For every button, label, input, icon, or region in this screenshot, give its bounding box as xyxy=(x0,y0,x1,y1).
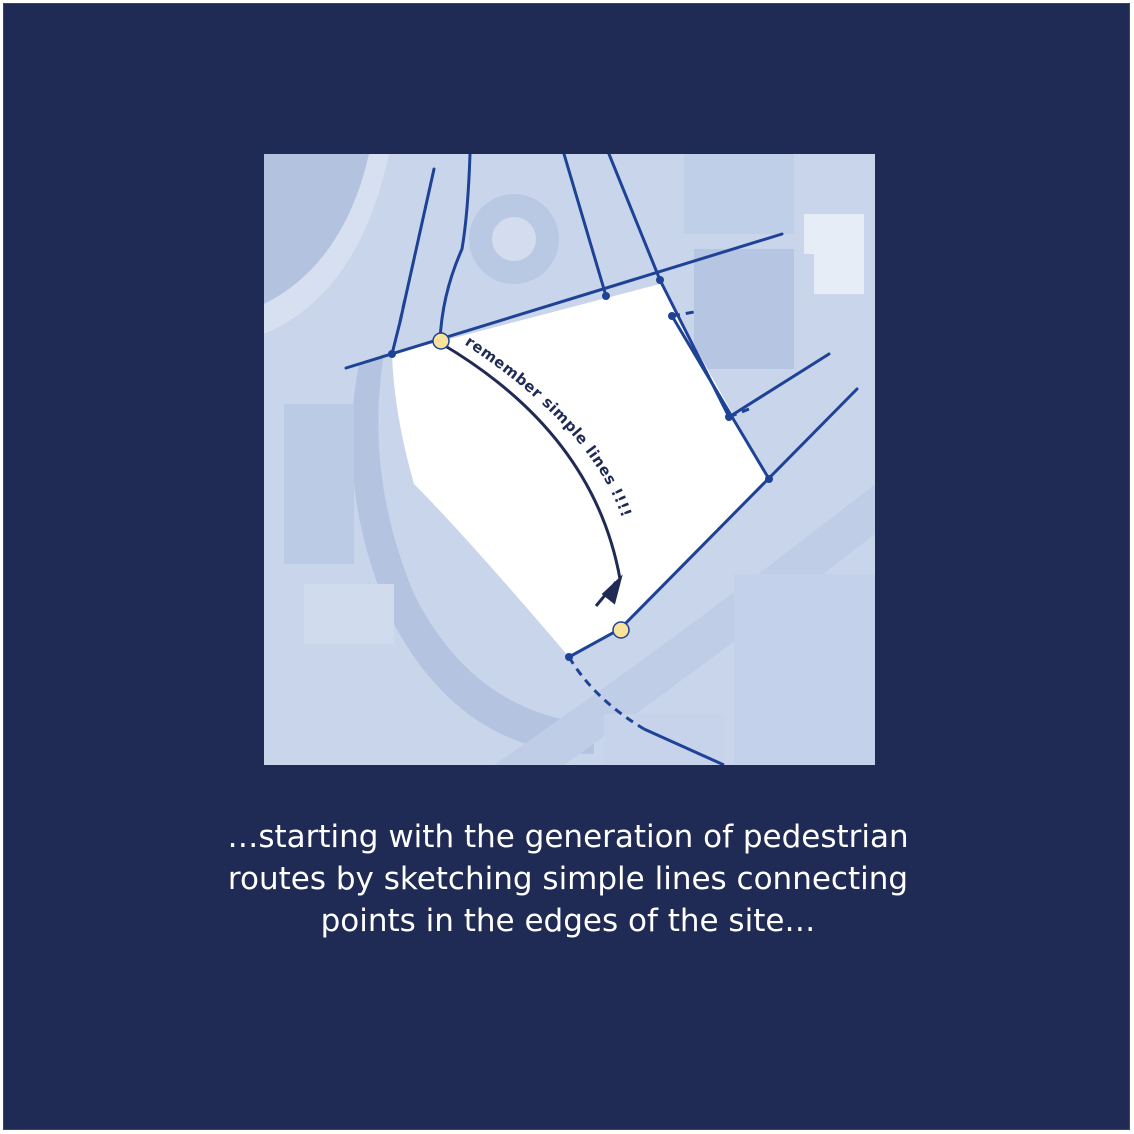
caption: …starting with the generation of pedestr… xyxy=(114,816,1022,942)
building-right-1 xyxy=(804,214,864,254)
edge-point-start xyxy=(432,332,450,350)
junction-dots xyxy=(388,276,773,661)
route-top-edge xyxy=(344,232,784,370)
arrow-icon xyxy=(594,574,623,607)
caption-line-2: routes by sketching simple lines connect… xyxy=(227,861,909,897)
site-area xyxy=(392,284,769,657)
route-south-link xyxy=(567,627,622,659)
route-lines xyxy=(344,154,859,659)
route-west-link xyxy=(390,320,402,356)
junction-dot xyxy=(668,312,676,320)
site-map-svg: remember simple lines !!!! xyxy=(264,154,875,765)
route-center-north xyxy=(562,154,608,298)
landmark-core xyxy=(492,217,536,261)
block-lower-left xyxy=(284,404,354,564)
junction-dot xyxy=(388,350,396,358)
river xyxy=(351,354,594,754)
block-top-right xyxy=(684,154,794,234)
stadium-ring xyxy=(264,154,389,334)
dashed-west xyxy=(398,298,407,323)
route-center-north-2 xyxy=(607,154,662,282)
route-west-north xyxy=(398,167,436,324)
junction-dot xyxy=(602,292,610,300)
stadium-area xyxy=(264,154,374,304)
junction-dot xyxy=(565,653,573,661)
block-right xyxy=(694,249,794,369)
slide-background: remember simple lines !!!! …starting wit… xyxy=(3,3,1130,1130)
building-right-2 xyxy=(814,254,864,294)
route-east-spur xyxy=(727,352,831,419)
route-north-curve xyxy=(438,154,472,343)
junction-dot xyxy=(725,413,733,421)
caption-line-1: …starting with the generation of pedestr… xyxy=(227,819,909,855)
route-southeast xyxy=(618,387,859,631)
route-east-b xyxy=(670,314,771,481)
sketch-curve xyxy=(441,342,622,580)
block-lower-right xyxy=(734,574,875,765)
route-south-exit xyxy=(643,727,725,765)
block-lower-left-2 xyxy=(304,584,394,644)
junction-dot xyxy=(656,276,664,284)
junction-dot xyxy=(765,475,773,483)
caption-line-3: points in the edges of the site… xyxy=(320,903,816,939)
site-map: remember simple lines !!!! xyxy=(264,154,875,765)
edge-point-end xyxy=(612,621,630,639)
